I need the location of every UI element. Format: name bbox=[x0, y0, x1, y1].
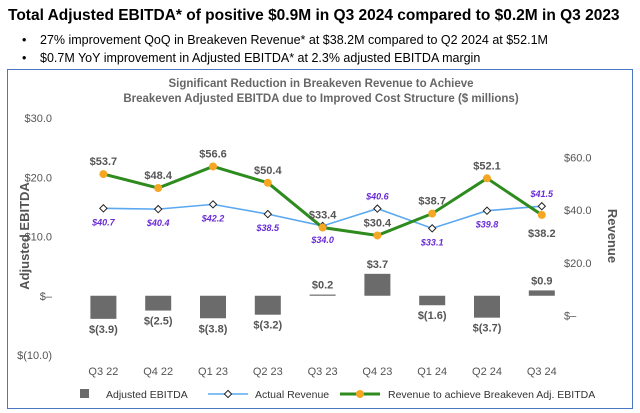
right-axis-tick: $– bbox=[564, 311, 577, 323]
ebitda-bar-label: $(2.5) bbox=[144, 316, 173, 328]
legend-swatch-revenue-marker bbox=[223, 389, 233, 399]
ebitda-bar-label: $3.7 bbox=[367, 259, 388, 271]
ebitda-bar bbox=[528, 290, 555, 296]
breakeven-revenue-marker bbox=[154, 184, 163, 193]
left-axis-title: Adjusted EBITDA bbox=[17, 182, 32, 290]
chart-title-line: Significant Reduction in Breakeven Reven… bbox=[168, 78, 473, 90]
breakeven-revenue-label: $48.4 bbox=[144, 170, 172, 182]
chart-title-line: Breakeven Adjusted EBITDA due to Improve… bbox=[123, 93, 518, 105]
category-label: Q4 22 bbox=[143, 366, 173, 378]
ebitda-bar bbox=[309, 294, 336, 296]
ebitda-bar-label: $(3.2) bbox=[253, 320, 282, 332]
legend-label: Revenue to achieve Breakeven Adj. EBITDA bbox=[388, 389, 595, 401]
ebitda-bar-label: $0.2 bbox=[312, 280, 333, 292]
ebitda-bar bbox=[364, 273, 391, 296]
category-label: Q2 23 bbox=[253, 366, 283, 378]
chart-panel: Significant Reduction in Breakeven Reven… bbox=[7, 69, 633, 409]
left-axis-tick: $– bbox=[40, 291, 53, 303]
legend-swatch-ebitda bbox=[80, 389, 89, 398]
category-label: Q4 23 bbox=[362, 366, 392, 378]
right-axis-tick: $20.0 bbox=[564, 258, 592, 270]
actual-revenue-marker bbox=[99, 204, 108, 213]
actual-revenue-marker bbox=[427, 224, 437, 233]
actual-revenue-marker bbox=[482, 206, 492, 216]
actual-revenue-label: $41.5 bbox=[530, 189, 555, 199]
breakeven-revenue-marker bbox=[209, 162, 217, 171]
category-label: Q2 24 bbox=[472, 366, 502, 378]
ebitda-bar bbox=[419, 295, 446, 306]
breakeven-revenue-label: $53.7 bbox=[90, 156, 118, 168]
ebitda-bar bbox=[90, 295, 117, 319]
left-axis-tick: $20.0 bbox=[24, 172, 52, 184]
ebitda-bar bbox=[200, 295, 226, 319]
actual-revenue-marker bbox=[373, 204, 382, 213]
breakeven-revenue-label: $30.4 bbox=[364, 217, 392, 229]
left-axis-tick: $10.0 bbox=[24, 232, 52, 244]
ebitda-bar-label: $(3.9) bbox=[89, 324, 118, 336]
breakeven-revenue-marker bbox=[318, 223, 327, 232]
right-axis-tick: $60.0 bbox=[564, 153, 592, 165]
category-label: Q1 24 bbox=[417, 366, 447, 378]
bullet-list: 27% improvement QoQ in Breakeven Revenue… bbox=[22, 31, 548, 67]
actual-revenue-label: $42.2 bbox=[201, 213, 225, 223]
legend-label: Adjusted EBITDA bbox=[106, 389, 188, 401]
ebitda-bar-label: $(3.7) bbox=[473, 323, 502, 335]
actual-revenue-label: $38.5 bbox=[256, 223, 281, 233]
right-axis-tick: $40.0 bbox=[564, 205, 592, 217]
breakeven-revenue-label: $38.2 bbox=[528, 228, 556, 240]
actual-revenue-label: $40.4 bbox=[146, 218, 170, 228]
breakeven-revenue-marker bbox=[537, 210, 546, 219]
ebitda-bar bbox=[474, 295, 500, 318]
actual-revenue-marker bbox=[263, 209, 273, 219]
bullet-item: 27% improvement QoQ in Breakeven Revenue… bbox=[22, 31, 548, 49]
actual-revenue-marker bbox=[153, 204, 163, 214]
ebitda-bar-label: $(1.6) bbox=[418, 310, 447, 322]
ebitda-bar bbox=[145, 295, 172, 311]
breakeven-revenue-marker bbox=[263, 178, 272, 187]
combo-chart: Significant Reduction in Breakeven Reven… bbox=[17, 78, 620, 401]
actual-revenue-label: $34.0 bbox=[310, 235, 334, 245]
actual-revenue-label: $40.7 bbox=[91, 217, 116, 227]
breakeven-revenue-label: $56.6 bbox=[199, 148, 227, 160]
right-axis-title: Revenue bbox=[605, 209, 620, 263]
breakeven-revenue-marker bbox=[483, 174, 491, 183]
actual-revenue-label: $40.6 bbox=[365, 192, 390, 202]
breakeven-revenue-marker bbox=[373, 231, 382, 240]
actual-revenue-marker bbox=[537, 201, 547, 211]
actual-revenue-marker bbox=[208, 200, 218, 209]
left-axis-tick: $(10.0) bbox=[17, 350, 52, 362]
ebitda-bar-label: $0.9 bbox=[531, 275, 552, 287]
breakeven-revenue-marker bbox=[428, 209, 437, 218]
legend-swatch-breakeven-marker bbox=[356, 390, 364, 398]
left-axis-tick: $30.0 bbox=[24, 113, 52, 125]
ebitda-bar-label: $(3.8) bbox=[199, 323, 228, 335]
breakeven-revenue-label: $52.1 bbox=[473, 160, 501, 172]
breakeven-revenue-label: $50.4 bbox=[254, 165, 282, 177]
breakeven-revenue-marker bbox=[99, 170, 108, 179]
category-label: Q3 24 bbox=[527, 366, 557, 378]
category-label: Q3 23 bbox=[308, 366, 338, 378]
legend-label: Actual Revenue bbox=[255, 389, 329, 401]
bullet-item: $0.7M YoY improvement in Adjusted EBITDA… bbox=[22, 49, 548, 67]
category-label: Q3 22 bbox=[88, 366, 118, 378]
headline: Total Adjusted EBITDA* of positive $0.9M… bbox=[8, 7, 620, 24]
category-label: Q1 23 bbox=[198, 366, 228, 378]
actual-revenue-label: $33.1 bbox=[420, 237, 444, 247]
actual-revenue-label: $39.8 bbox=[475, 220, 499, 230]
breakeven-revenue-label: $38.7 bbox=[418, 196, 446, 208]
ebitda-bar bbox=[254, 295, 281, 315]
breakeven-revenue-label: $33.4 bbox=[309, 210, 337, 222]
